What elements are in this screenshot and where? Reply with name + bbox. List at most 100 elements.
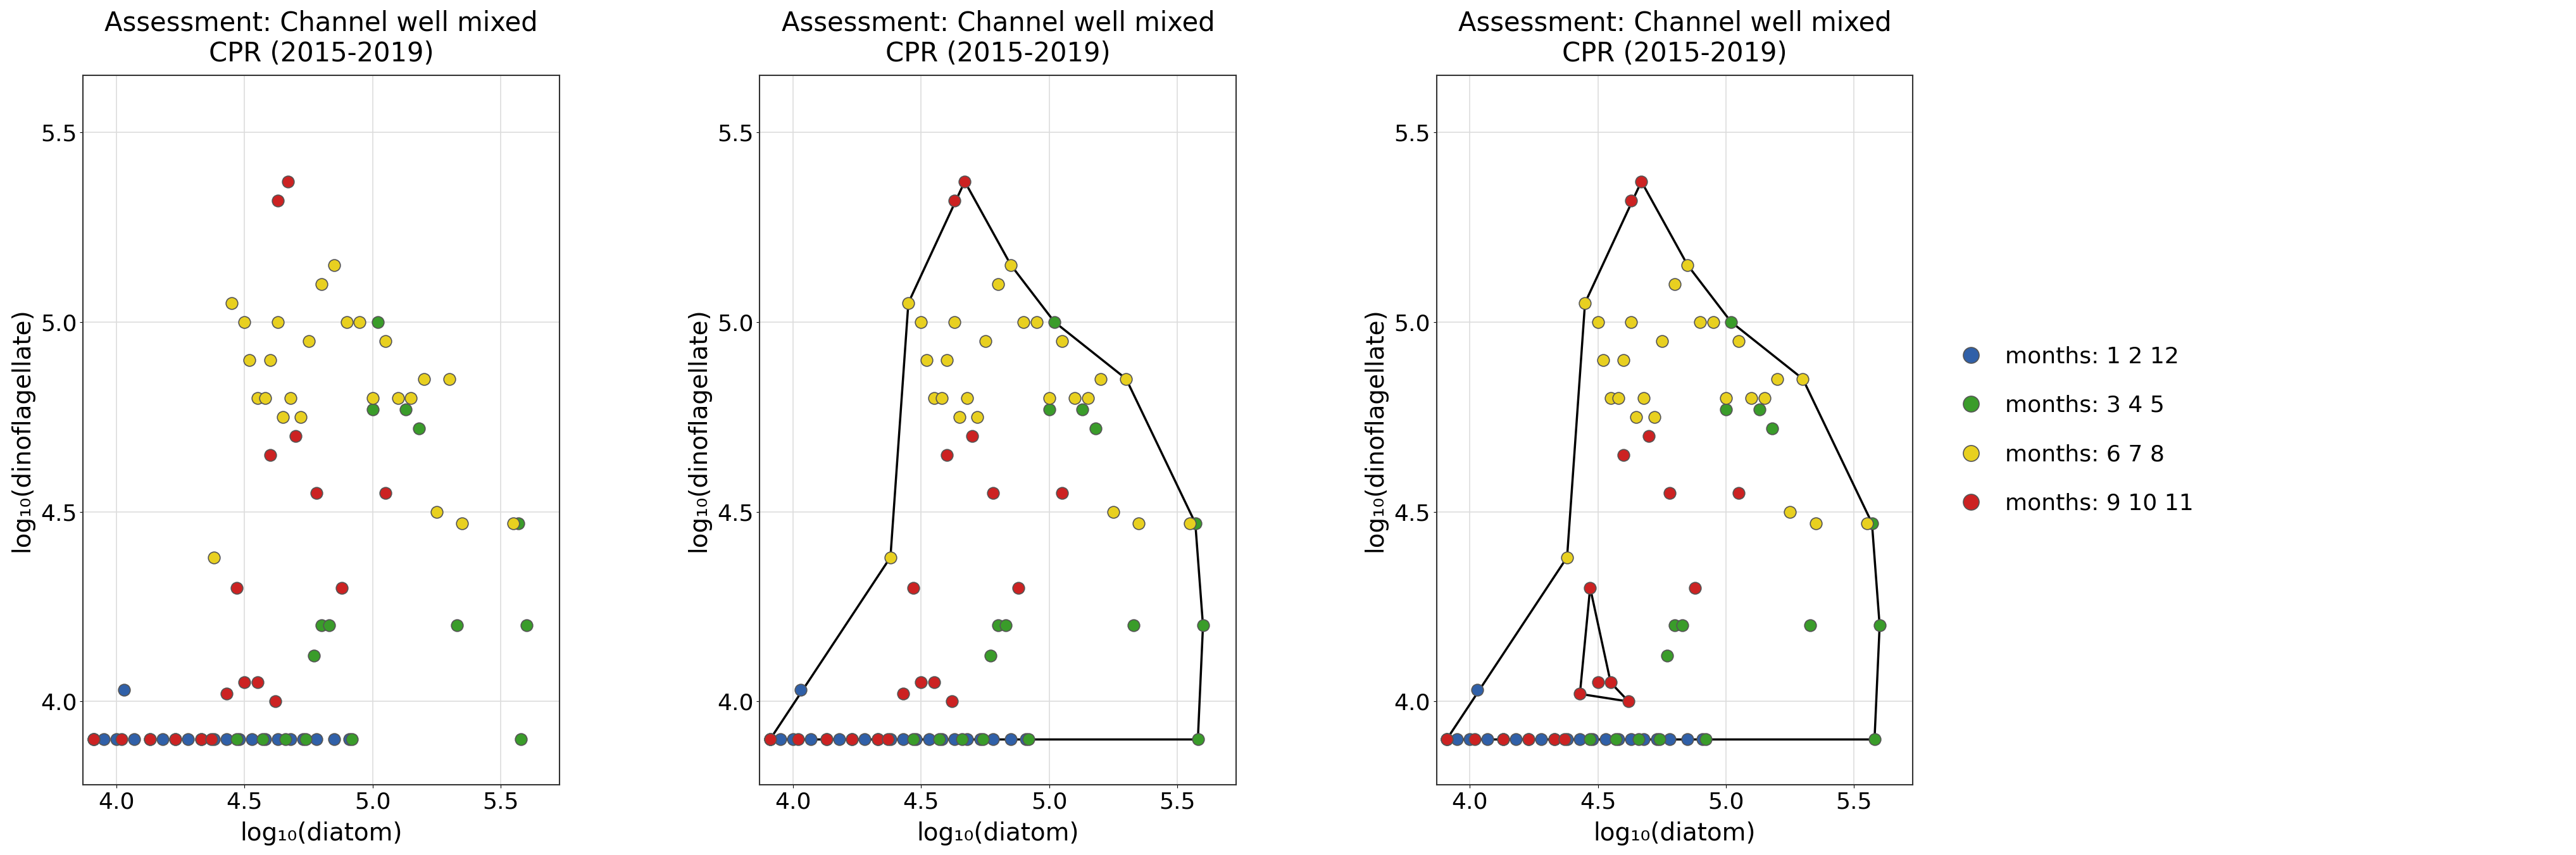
- Point: [353, 391, 394, 404]
- Point: [258, 315, 299, 329]
- Point: [858, 733, 899, 746]
- Point: [180, 733, 222, 746]
- Point: [871, 551, 912, 564]
- Point: [314, 733, 355, 746]
- Point: [82, 733, 124, 746]
- Point: [1610, 733, 1651, 746]
- Point: [301, 277, 343, 291]
- X-axis label: log₁₀(diatom): log₁₀(diatom): [917, 822, 1079, 846]
- Point: [927, 353, 969, 367]
- Title: Assessment: Channel well mixed
CPR (2015-2019): Assessment: Channel well mixed CPR (2015…: [1458, 9, 1891, 67]
- Point: [268, 174, 309, 188]
- Point: [1546, 551, 1587, 564]
- Point: [1028, 403, 1069, 416]
- Point: [951, 429, 992, 443]
- Point: [1002, 315, 1043, 329]
- Point: [167, 733, 209, 746]
- Point: [1618, 733, 1659, 746]
- Point: [366, 486, 407, 499]
- Point: [858, 733, 899, 746]
- Point: [1494, 733, 1535, 746]
- Point: [832, 733, 873, 746]
- Point: [1028, 391, 1069, 404]
- Point: [497, 516, 538, 530]
- Point: [956, 410, 997, 424]
- Point: [1595, 733, 1636, 746]
- Point: [276, 429, 317, 443]
- Point: [933, 694, 974, 708]
- Point: [193, 551, 234, 564]
- Point: [943, 733, 984, 746]
- Point: [1571, 733, 1613, 746]
- Point: [989, 258, 1030, 272]
- Point: [1757, 372, 1798, 386]
- Point: [1437, 733, 1479, 746]
- Point: [1615, 410, 1656, 424]
- Point: [984, 619, 1025, 633]
- Point: [1649, 486, 1690, 499]
- Point: [1450, 733, 1492, 746]
- Point: [1739, 403, 1780, 416]
- Point: [1589, 391, 1631, 404]
- Point: [760, 733, 801, 746]
- Point: [270, 391, 312, 404]
- Point: [492, 516, 533, 530]
- Point: [224, 675, 265, 689]
- Point: [353, 403, 394, 416]
- Point: [193, 733, 234, 746]
- Point: [1170, 516, 1211, 530]
- Point: [976, 277, 1018, 291]
- Point: [1005, 733, 1046, 746]
- Point: [379, 391, 420, 404]
- Point: [971, 486, 1012, 499]
- Point: [1790, 619, 1832, 633]
- Point: [1589, 675, 1631, 689]
- Point: [309, 619, 350, 633]
- Point: [1662, 619, 1703, 633]
- Point: [1105, 372, 1146, 386]
- Point: [1674, 581, 1716, 594]
- Point: [819, 733, 860, 746]
- Point: [258, 733, 299, 746]
- Title: Assessment: Channel well mixed
CPR (2015-2019): Assessment: Channel well mixed CPR (2015…: [106, 9, 538, 67]
- Point: [237, 675, 278, 689]
- Point: [219, 733, 260, 746]
- Point: [1427, 733, 1468, 746]
- Point: [428, 372, 469, 386]
- Point: [1667, 733, 1708, 746]
- Point: [1847, 516, 1888, 530]
- Point: [1175, 516, 1216, 530]
- Point: [505, 619, 546, 633]
- Point: [1427, 733, 1468, 746]
- Point: [1692, 315, 1734, 329]
- Y-axis label: log₁₀(dinoflagellate): log₁₀(dinoflagellate): [10, 308, 33, 552]
- Point: [1636, 733, 1677, 746]
- Point: [832, 733, 873, 746]
- Point: [1455, 733, 1497, 746]
- Point: [1177, 733, 1218, 746]
- Point: [72, 733, 113, 746]
- Point: [232, 733, 273, 746]
- Point: [283, 733, 325, 746]
- Point: [1079, 372, 1121, 386]
- Point: [1564, 296, 1605, 310]
- Point: [1007, 733, 1048, 746]
- Point: [1507, 733, 1548, 746]
- Point: [1427, 733, 1468, 746]
- Point: [206, 687, 247, 701]
- Point: [907, 353, 948, 367]
- Point: [1182, 619, 1224, 633]
- Point: [1118, 516, 1159, 530]
- Point: [914, 675, 956, 689]
- Point: [1680, 315, 1721, 329]
- Point: [922, 733, 963, 746]
- Point: [1860, 619, 1901, 633]
- Point: [1113, 619, 1154, 633]
- Point: [1481, 733, 1522, 746]
- Point: [1770, 504, 1811, 518]
- Point: [902, 315, 943, 329]
- Point: [902, 675, 943, 689]
- Point: [894, 581, 935, 594]
- Point: [1795, 516, 1837, 530]
- Point: [1649, 733, 1690, 746]
